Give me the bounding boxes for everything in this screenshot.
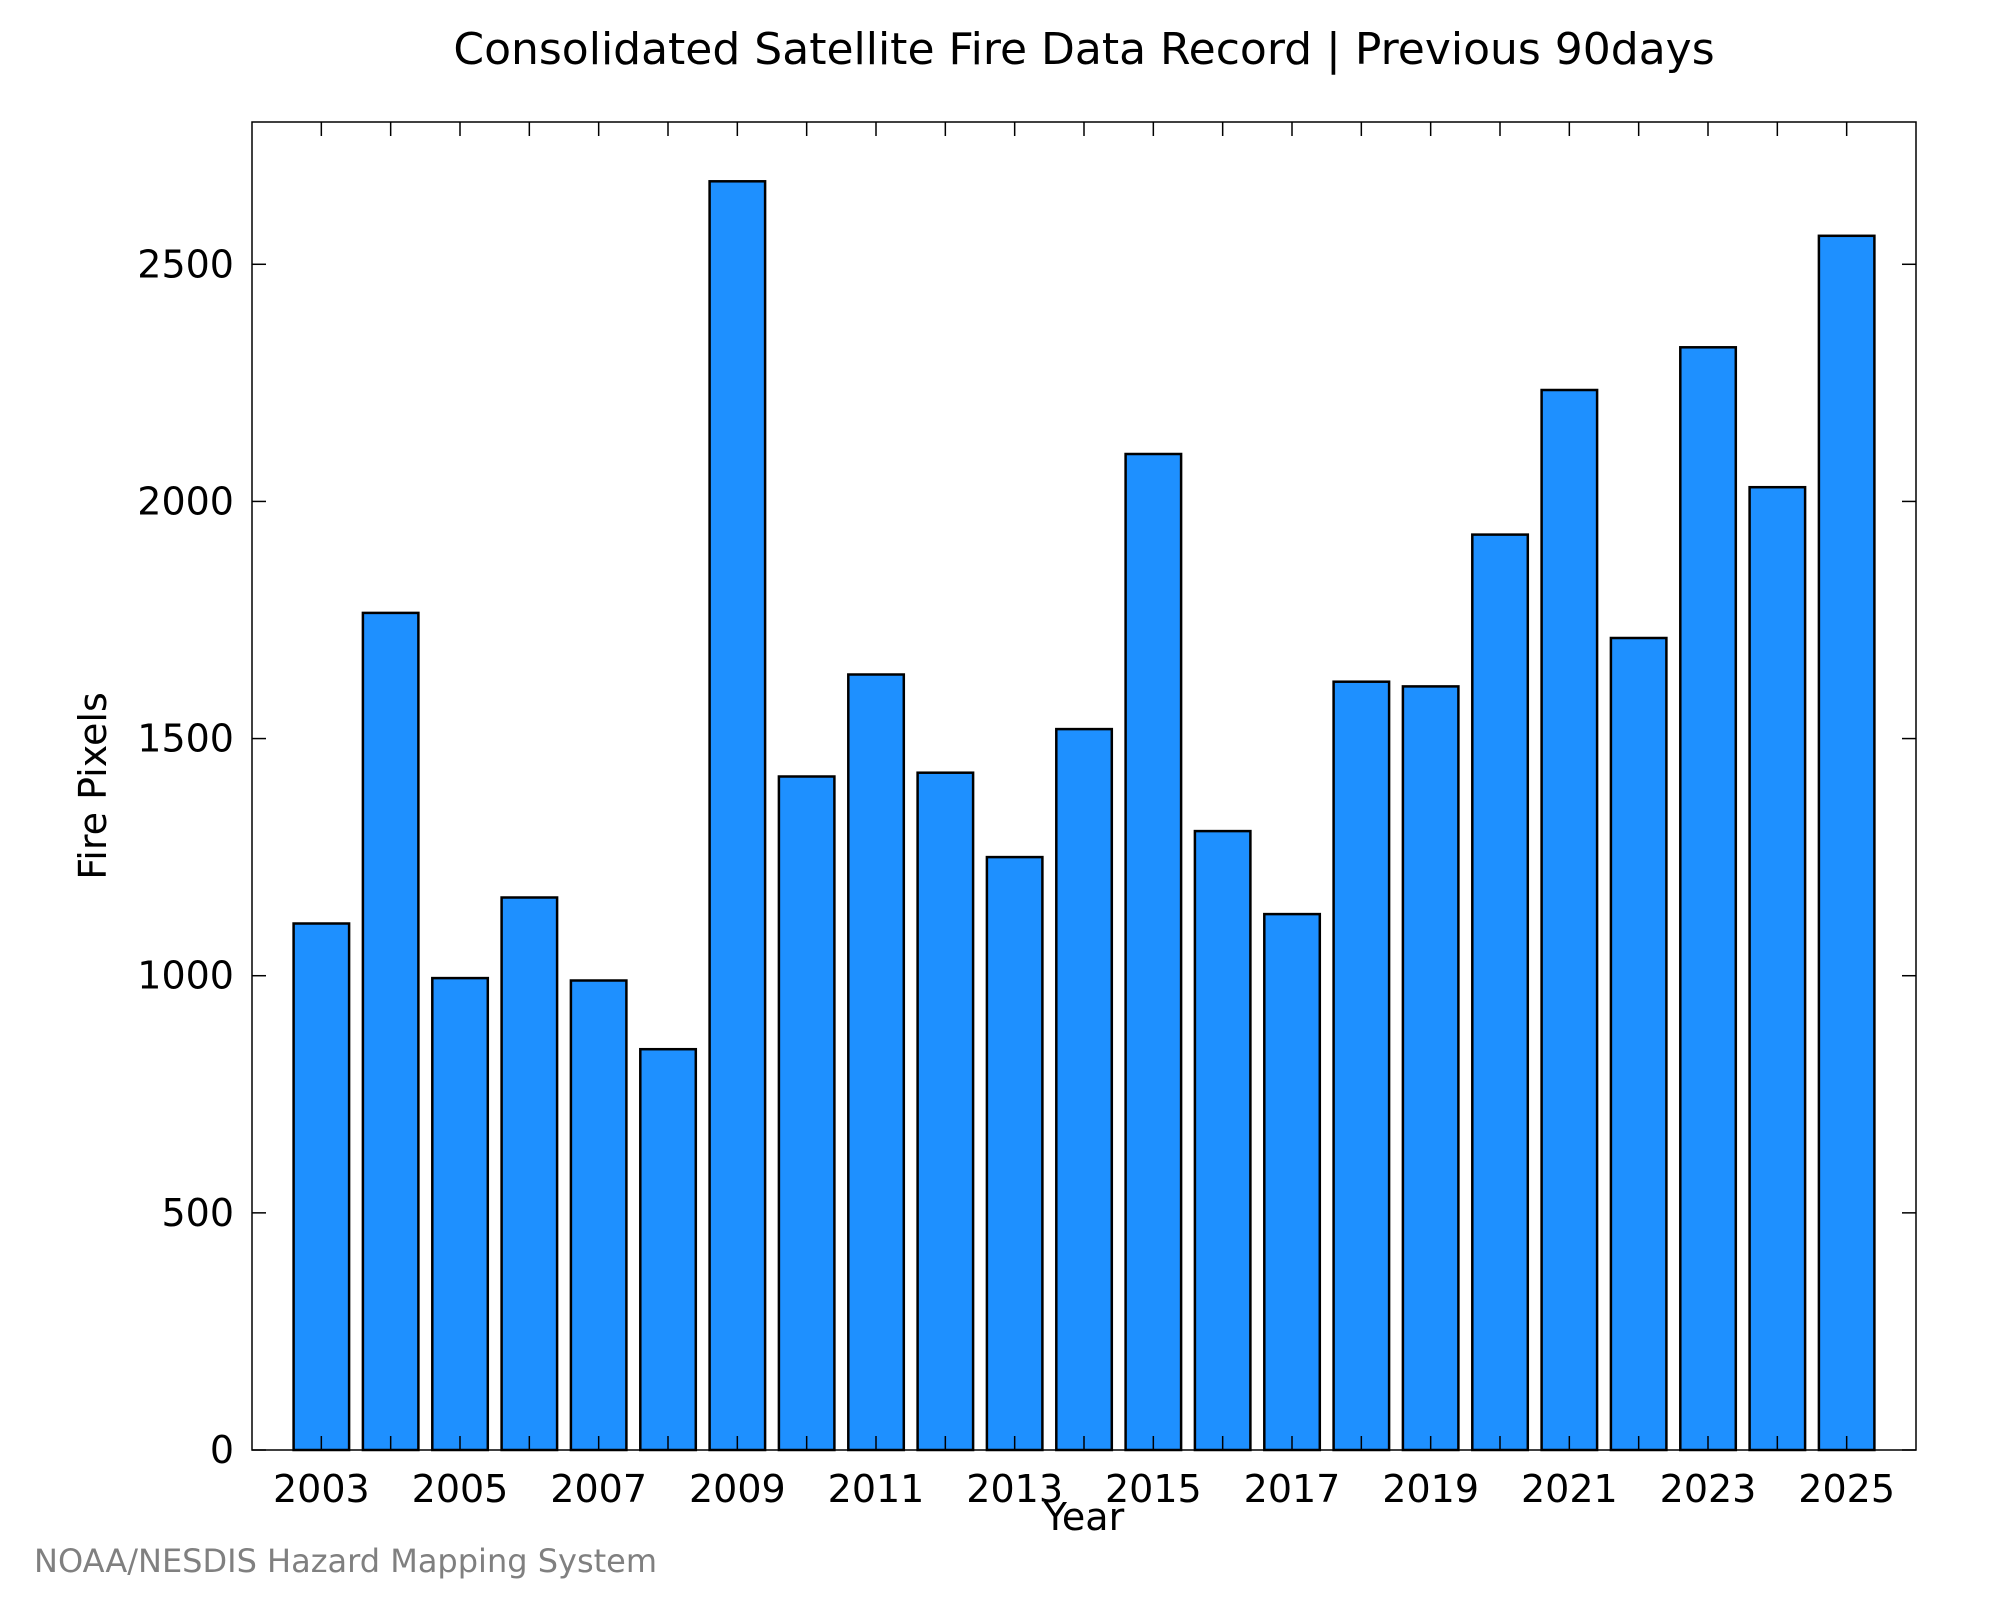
bar-2020 bbox=[1471, 533, 1530, 1452]
y-tick-label: 1000 bbox=[137, 954, 234, 998]
bar-2005 bbox=[431, 976, 490, 1452]
y-tick-label: 500 bbox=[161, 1191, 234, 1235]
y-tick-label: 1500 bbox=[137, 717, 234, 761]
x-tick-label: 2019 bbox=[1382, 1467, 1479, 1511]
bar-2025 bbox=[1817, 234, 1876, 1452]
bar-2008 bbox=[639, 1047, 698, 1452]
x-tick-label: 2021 bbox=[1521, 1467, 1618, 1511]
bars-group bbox=[292, 180, 1876, 1452]
x-tick-label: 2009 bbox=[689, 1467, 786, 1511]
bar-2012 bbox=[916, 771, 975, 1452]
x-tick-label: 2003 bbox=[273, 1467, 370, 1511]
bar-2007 bbox=[569, 979, 628, 1452]
x-axis-ticks: 2003 2005 2007 2009 2011 2013 2015 2017 2019 2021… bbox=[273, 122, 1895, 1511]
y-tick-label: 2500 bbox=[137, 242, 234, 286]
bar-2016 bbox=[1193, 829, 1252, 1452]
credit-text: NOAA/NESDIS Hazard Mapping System bbox=[34, 1542, 657, 1580]
bar-2023 bbox=[1679, 346, 1738, 1452]
bar-2022 bbox=[1609, 636, 1668, 1452]
x-tick-label: 2011 bbox=[828, 1467, 925, 1511]
x-tick-label: 2015 bbox=[1105, 1467, 1202, 1511]
x-tick-label: 2023 bbox=[1660, 1467, 1757, 1511]
bar-2019 bbox=[1401, 685, 1460, 1452]
y-axis-ticks: 0 500 1000 1500 2000 2500 bbox=[137, 242, 1916, 1472]
bar-2013 bbox=[985, 855, 1044, 1452]
bar-2021 bbox=[1540, 388, 1599, 1452]
x-axis-label: Year bbox=[1043, 1495, 1125, 1539]
bar-2011 bbox=[847, 673, 906, 1452]
bar-2006 bbox=[500, 896, 559, 1452]
y-tick-label: 2000 bbox=[137, 479, 234, 523]
bar-2024 bbox=[1748, 485, 1807, 1452]
x-tick-label: 2005 bbox=[412, 1467, 509, 1511]
x-tick-label: 2025 bbox=[1798, 1467, 1895, 1511]
x-tick-label: 2017 bbox=[1244, 1467, 1341, 1511]
bar-2010 bbox=[777, 775, 836, 1452]
bar-2018 bbox=[1332, 680, 1391, 1452]
bar-2004 bbox=[361, 611, 420, 1452]
bar-2017 bbox=[1263, 912, 1322, 1452]
chart-title: Consolidated Satellite Fire Data Record … bbox=[453, 24, 1714, 75]
bar-2009 bbox=[708, 180, 767, 1452]
bar-2015 bbox=[1124, 452, 1183, 1452]
bar-2003 bbox=[292, 922, 351, 1452]
x-tick-label: 2013 bbox=[966, 1467, 1063, 1511]
x-tick-label: 2007 bbox=[550, 1467, 647, 1511]
y-tick-label: 0 bbox=[210, 1428, 234, 1472]
bar-2014 bbox=[1055, 727, 1114, 1452]
y-axis-label: Fire Pixels bbox=[71, 692, 115, 880]
